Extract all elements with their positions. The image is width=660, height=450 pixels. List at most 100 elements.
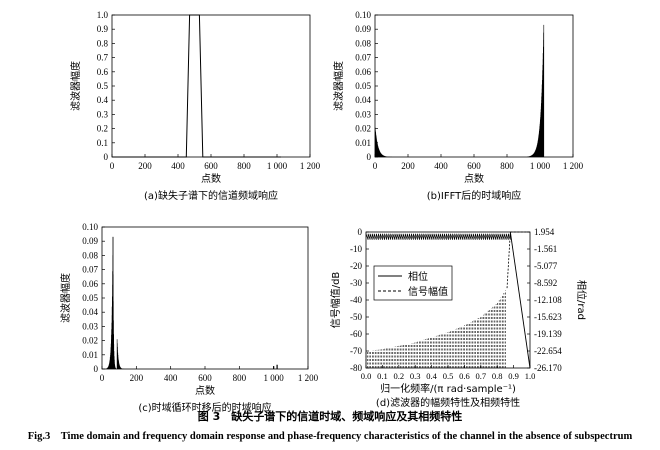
y-tick-label-c: 0 bbox=[94, 364, 99, 374]
y-tick-label-c: 0.09 bbox=[82, 236, 98, 246]
x-tick-label-d: 0.6 bbox=[459, 371, 470, 381]
y-tick-label-left-d: -30 bbox=[350, 278, 362, 288]
y-tick-label-right-d: -19.139 bbox=[534, 329, 562, 339]
y-tick-label-a: 0.4 bbox=[97, 95, 109, 105]
y-tick-label-a: 0.9 bbox=[97, 24, 109, 34]
y-tick-label-left-d: -70 bbox=[350, 346, 362, 356]
plot-frame-c bbox=[101, 226, 309, 370]
x-tick-label-b: 400 bbox=[434, 161, 448, 171]
x-tick-label-c: 400 bbox=[164, 373, 178, 383]
y-tick-label-a: 0.8 bbox=[97, 38, 109, 48]
y-tick-label-left-d: 0 bbox=[358, 227, 363, 237]
y-tick-label-a: 0.3 bbox=[97, 109, 109, 119]
x-tick-label-d: 0.7 bbox=[475, 371, 486, 381]
y-tick-label-right-d: -8.592 bbox=[534, 278, 557, 288]
y-tick-label-a: 1.0 bbox=[97, 10, 109, 20]
x-tick-label-d: 0.0 bbox=[361, 371, 372, 381]
x-tick-label-c: 800 bbox=[233, 373, 247, 383]
x-tick-label-d: 1.0 bbox=[525, 371, 536, 381]
series-phase-drop-d bbox=[509, 231, 531, 369]
plot-frame-a bbox=[111, 14, 311, 158]
y-tick-label-left-d: -50 bbox=[350, 312, 362, 322]
x-tick-label-a: 1 200 bbox=[300, 161, 321, 171]
x-tick-label-b: 0 bbox=[373, 161, 378, 171]
y-tick-label-a: 0.2 bbox=[97, 124, 108, 134]
x-tick-label-b: 600 bbox=[467, 161, 481, 171]
legend-label-magnitude: 信号幅值 bbox=[408, 285, 448, 298]
series-line-a bbox=[112, 14, 281, 158]
series-magnitude-edge-d bbox=[506, 231, 511, 289]
y-tick-label-right-d: -1.561 bbox=[534, 244, 557, 254]
x-tick-label-d: 0.8 bbox=[492, 371, 503, 381]
y-tick-label-c: 0.10 bbox=[82, 222, 98, 232]
x-tick-label-c: 1 200 bbox=[298, 373, 319, 383]
y-axis-label-left-d: 信号幅值/dB bbox=[329, 272, 342, 329]
y-tick-label-right-d: -26.170 bbox=[534, 363, 562, 373]
legend-box-d bbox=[373, 265, 453, 301]
y-tick-label-left-d: -40 bbox=[350, 295, 362, 305]
subplot-caption-a: (a)缺失子谱下的信道频域响应 bbox=[144, 189, 278, 202]
x-tick-label-d: 0.4 bbox=[426, 371, 437, 381]
subplot-caption-b: (b)IFFT后的时域响应 bbox=[427, 189, 522, 202]
series-spikes-c bbox=[105, 236, 114, 369]
x-tick-label-a: 800 bbox=[237, 161, 251, 171]
x-tick-label-d: 0.3 bbox=[410, 371, 421, 381]
y-tick-label-b: 0.04 bbox=[355, 95, 371, 105]
y-axis-label-right-d: 相位/rad bbox=[575, 280, 588, 320]
series-spikes-b bbox=[374, 127, 392, 157]
figure-caption-cn: 图 3 缺失子谱下的信道时域、频域响应及其相频特性 bbox=[197, 410, 463, 423]
y-tick-label-c: 0.07 bbox=[82, 265, 98, 275]
x-tick-label-a: 0 bbox=[110, 161, 115, 171]
x-tick-label-a: 400 bbox=[171, 161, 185, 171]
x-tick-label-d: 0.1 bbox=[377, 371, 388, 381]
y-tick-label-left-d: -20 bbox=[350, 261, 362, 271]
x-tick-label-c: 1 000 bbox=[264, 373, 285, 383]
y-tick-label-right-d: -5.077 bbox=[534, 261, 558, 271]
y-tick-label-a: 0 bbox=[104, 152, 109, 162]
y-tick-label-b: 0 bbox=[367, 152, 372, 162]
y-tick-label-b: 0.03 bbox=[355, 109, 371, 119]
y-tick-label-c: 0.01 bbox=[82, 350, 98, 360]
x-tick-label-d: 0.2 bbox=[393, 371, 404, 381]
x-axis-label-b: 点数 bbox=[464, 172, 484, 185]
subplot-caption-d: (d)滤波器的幅频特性及相频特性 bbox=[376, 396, 520, 409]
y-tick-label-c: 0.04 bbox=[82, 307, 98, 317]
x-tick-label-d: 0.5 bbox=[443, 371, 454, 381]
y-tick-label-right-d: -22.654 bbox=[534, 346, 562, 356]
x-tick-label-d: 0.9 bbox=[508, 371, 519, 381]
y-tick-label-right-d: -15.623 bbox=[534, 312, 562, 322]
y-tick-label-b: 0.02 bbox=[355, 124, 371, 134]
series-spikes-b bbox=[527, 24, 545, 157]
y-tick-label-c: 0.03 bbox=[82, 321, 98, 331]
y-tick-label-a: 0.5 bbox=[97, 81, 109, 91]
y-tick-label-c: 0.06 bbox=[82, 279, 98, 289]
x-tick-label-b: 1 200 bbox=[563, 161, 584, 171]
y-tick-label-b: 0.01 bbox=[355, 138, 371, 148]
y-tick-label-right-d: -12.108 bbox=[534, 295, 562, 305]
y-tick-label-b: 0.06 bbox=[355, 67, 371, 77]
y-tick-label-b: 0.05 bbox=[355, 81, 371, 91]
x-tick-label-a: 600 bbox=[204, 161, 218, 171]
y-tick-label-a: 0.7 bbox=[97, 53, 109, 63]
y-axis-label-c: 滤波器幅度 bbox=[59, 273, 72, 323]
series-spikes-c bbox=[116, 339, 125, 369]
x-tick-label-b: 800 bbox=[500, 161, 514, 171]
x-tick-label-a: 1 000 bbox=[267, 161, 288, 171]
y-tick-label-b: 0.07 bbox=[355, 53, 371, 63]
x-tick-label-a: 200 bbox=[138, 161, 152, 171]
y-tick-label-c: 0.05 bbox=[82, 293, 98, 303]
series-phase-d bbox=[365, 233, 511, 240]
y-axis-label-b: 滤波器幅度 bbox=[332, 61, 345, 111]
y-tick-label-left-d: -10 bbox=[350, 244, 362, 254]
y-tick-label-c: 0.08 bbox=[82, 250, 98, 260]
subplot-caption-c: (c)时域循环时移后的时域响应 bbox=[138, 401, 271, 414]
x-tick-label-b: 1 000 bbox=[530, 161, 551, 171]
y-tick-label-a: 0.1 bbox=[97, 138, 108, 148]
figure-caption-en: Fig.3 Time domain and frequency domain r… bbox=[27, 431, 633, 442]
y-tick-label-b: 0.10 bbox=[355, 10, 371, 20]
y-tick-label-left-d: -80 bbox=[350, 363, 362, 373]
legend-label-phase: 相位 bbox=[408, 270, 428, 283]
series-magnitude-d bbox=[365, 290, 506, 368]
y-tick-label-b: 0.08 bbox=[355, 38, 371, 48]
